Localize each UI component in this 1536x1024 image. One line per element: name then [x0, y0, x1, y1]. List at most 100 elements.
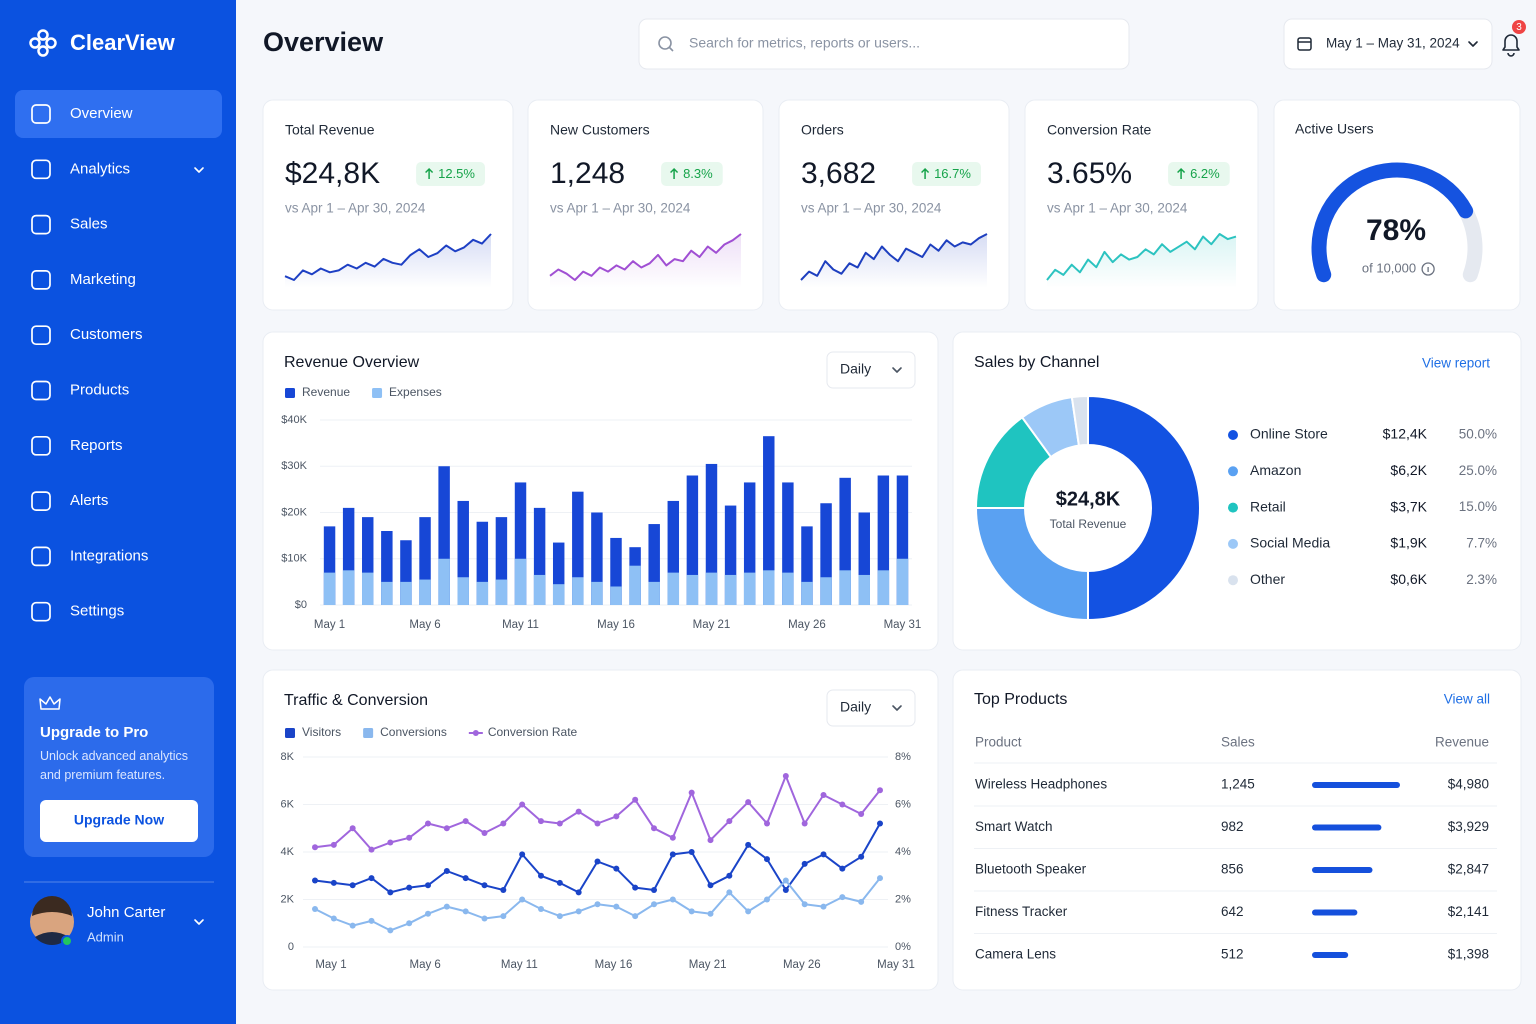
nav-item[interactable]: Sales	[70, 216, 108, 233]
legend-dot	[1228, 430, 1238, 440]
series-point	[688, 849, 695, 855]
x-tick-label: May 21	[693, 619, 731, 631]
series-point	[669, 834, 676, 841]
bar	[839, 570, 851, 605]
period-label[interactable]: Daily	[840, 699, 871, 715]
bell-icon[interactable]	[1502, 34, 1520, 57]
bar	[476, 521, 489, 605]
bar	[877, 570, 890, 605]
y-tick-label: $10K	[281, 553, 307, 565]
donut-caption: Total Revenue	[1050, 517, 1127, 531]
nav-item[interactable]: Alerts	[70, 492, 108, 509]
logo-icon	[45, 37, 57, 49]
series-point	[764, 856, 770, 863]
sparkline-area	[801, 234, 987, 288]
up-arrow-icon	[670, 167, 679, 179]
bar	[419, 517, 431, 605]
series-point	[481, 915, 488, 922]
product-name: Camera Lens	[975, 947, 1056, 962]
kpi-value: 3,682	[801, 157, 876, 190]
bar	[763, 570, 775, 605]
kpi-title: New Customers	[550, 122, 650, 138]
series-point	[538, 818, 544, 825]
series-point	[745, 799, 752, 806]
series-point	[594, 858, 601, 865]
bar	[801, 526, 813, 605]
date-picker[interactable]	[1283, 18, 1493, 70]
search-box[interactable]	[638, 18, 1130, 70]
view-report-link[interactable]: View report	[1422, 356, 1490, 371]
chart-title: Sales by Channel	[974, 354, 1099, 371]
bar	[667, 572, 680, 605]
nav-item[interactable]: Customers	[70, 326, 143, 343]
nav-item[interactable]: Integrations	[70, 547, 148, 564]
nav-item[interactable]: Marketing	[70, 271, 136, 288]
y-tick-label: 6K	[281, 798, 295, 810]
series-point	[707, 910, 714, 917]
series-point	[782, 887, 789, 893]
upgrade-button[interactable]	[40, 800, 198, 842]
nav-icon	[31, 104, 51, 124]
nav-item[interactable]: Products	[70, 381, 129, 398]
column-header: Sales	[1221, 735, 1255, 750]
series-point	[519, 896, 526, 903]
x-tick-label: May 6	[410, 959, 441, 971]
bar	[610, 586, 622, 605]
notification-badge	[1512, 20, 1526, 34]
bar	[362, 517, 374, 605]
y2-tick-label: 0%	[895, 941, 911, 953]
series-point	[726, 872, 733, 879]
product-name: Smart Watch	[975, 819, 1053, 834]
upgrade-button-label[interactable]: Upgrade Now	[74, 812, 164, 828]
logo-icon	[37, 29, 49, 41]
series-point	[877, 820, 883, 827]
series-point	[330, 841, 337, 848]
view-all-link[interactable]: View all	[1444, 692, 1490, 707]
nav-item[interactable]: Overview	[70, 105, 133, 122]
bar	[782, 572, 794, 605]
search-placeholder[interactable]: Search for metrics, reports or users...	[689, 35, 920, 51]
period-dropdown[interactable]	[826, 689, 916, 727]
series-point	[406, 834, 413, 841]
date-range[interactable]: May 1 – May 31, 2024	[1326, 36, 1460, 51]
sidebar	[0, 0, 236, 1024]
series-point	[556, 913, 563, 920]
chart-title: Revenue Overview	[284, 354, 420, 371]
period-dropdown[interactable]	[826, 351, 916, 389]
legend-label: Retail	[1250, 498, 1286, 514]
x-tick-label: May 6	[409, 619, 440, 631]
info-icon	[1421, 262, 1435, 276]
bar	[648, 581, 660, 605]
brand-name: ClearView	[70, 30, 176, 55]
series-point	[575, 808, 582, 815]
series-point	[312, 906, 318, 912]
bar	[591, 512, 603, 605]
x-tick-label: May 1	[314, 619, 345, 631]
series-point	[839, 894, 846, 901]
legend-dot	[1228, 502, 1238, 513]
nav-item[interactable]: Analytics	[70, 160, 130, 177]
series-point	[387, 839, 394, 846]
y2-tick-label: 2%	[895, 893, 911, 905]
nav-item[interactable]: Settings	[70, 603, 124, 620]
series-point	[312, 877, 318, 884]
series-point	[858, 811, 865, 817]
period-label[interactable]: Daily	[840, 361, 871, 377]
sparkline-area	[1047, 234, 1236, 288]
bar	[476, 581, 489, 605]
series-point	[820, 792, 827, 798]
kpi-value: 3.65%	[1047, 157, 1132, 190]
notification-count: 3	[1516, 22, 1522, 33]
nav-item[interactable]: Reports	[70, 437, 123, 454]
bar	[743, 482, 756, 605]
channel-amount: $12,4K	[1383, 426, 1428, 442]
bar	[572, 577, 584, 605]
upgrade-text: Unlock advanced analytics and premium fe…	[40, 749, 188, 782]
series-point	[443, 825, 450, 832]
product-sales: 512	[1221, 947, 1244, 962]
channel-amount: $3,7K	[1390, 498, 1427, 514]
series-point	[726, 889, 733, 896]
chevron-icon	[194, 919, 204, 925]
product-name: Fitness Tracker	[975, 904, 1068, 919]
nav-icon	[31, 325, 51, 346]
